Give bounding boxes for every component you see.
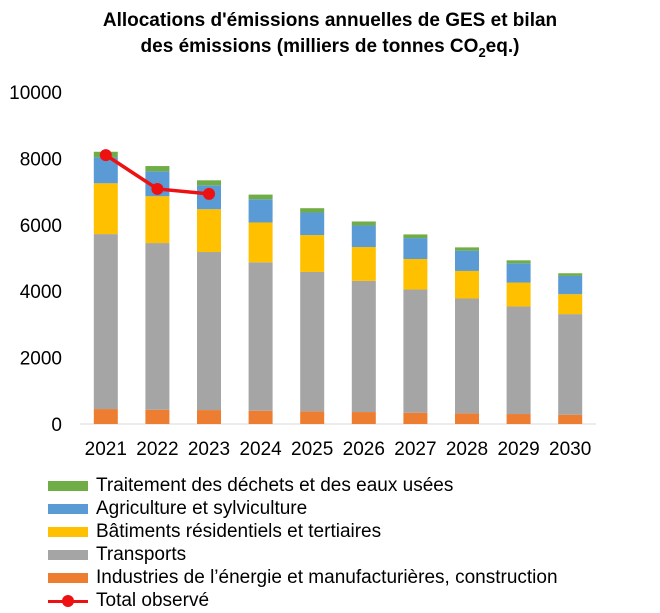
bar-segment-2025-3 [300, 212, 325, 236]
chart-legend: Traitement des déchets et des eaux usées… [48, 474, 558, 612]
bar-segment-2023-0 [197, 410, 221, 424]
stacked-bar-chart: 0 2000 4000 6000 8000 10000 2021 2022 2023 2024 20… [9, 83, 596, 460]
bar-segment-2028-4 [455, 247, 479, 251]
chart-title-line1: Allocations d'émissions annuelles de GES… [102, 10, 558, 31]
chart-title-subscript: 2 [478, 44, 486, 60]
bar-segment-2030-0 [558, 414, 583, 424]
y-tick-label: 6000 [20, 216, 62, 237]
bar-segment-2029-1 [506, 306, 531, 415]
bar-segment-2030-1 [558, 314, 583, 415]
x-tick-label: 2028 [446, 439, 488, 460]
bar-segment-2026-2 [351, 247, 376, 281]
legend-item-total-observe: Total observé [48, 589, 558, 612]
bar-segment-2029-0 [506, 414, 531, 424]
legend-label-total-observe: Total observé [96, 590, 210, 611]
bar-segment-2021-2 [93, 183, 118, 235]
legend-label-transports: Transports [96, 544, 187, 565]
x-tick-label: 2024 [239, 439, 282, 460]
bar-segment-2022-2 [145, 196, 170, 244]
x-tick-label: 2025 [291, 439, 333, 460]
y-tick-label: 0 [51, 415, 62, 436]
bar-segment-2028-2 [455, 270, 479, 299]
bar-segment-2027-3 [403, 238, 428, 259]
legend-swatch-agriculture [48, 503, 88, 514]
bar-segment-2030-4 [558, 273, 583, 276]
bar-segment-2023-4 [197, 180, 221, 186]
x-tick-label: 2027 [394, 439, 436, 460]
legend-label-industries: Industries de l’énergie et manufacturièr… [96, 567, 558, 588]
bar-segment-2028-0 [455, 413, 479, 424]
bar-segment-2024-2 [248, 222, 273, 263]
total-observe-point-2021 [99, 149, 112, 162]
bar-segment-2028-1 [455, 298, 479, 414]
total-observe-point-2023 [203, 187, 215, 200]
bar-segment-2024-1 [248, 262, 273, 411]
x-tick-label: 2022 [136, 439, 178, 460]
legend-item-transports: Transports [48, 543, 558, 566]
bar-segment-2030-3 [558, 275, 583, 295]
x-tick-label: 2029 [497, 439, 539, 460]
legend-swatch-industries [48, 572, 88, 583]
legend-label-dechets: Traitement des déchets et des eaux usées [96, 475, 454, 496]
bar-segment-2022-4 [145, 166, 170, 172]
bar-segment-2029-4 [506, 260, 531, 264]
legend-swatch-batiments [48, 526, 88, 537]
chart-title-line2-pre: des émissions (milliers de tonnes CO [140, 36, 479, 57]
bar-segment-2027-1 [403, 289, 428, 413]
bar-segment-2023-1 [197, 252, 221, 411]
legend-line-marker-icon [48, 594, 88, 608]
bar-segment-2024-3 [248, 199, 273, 223]
legend-swatch-dechets [48, 480, 88, 491]
y-tick-label: 10000 [9, 83, 62, 104]
y-tick-label: 2000 [20, 349, 62, 370]
bar-segment-2029-3 [506, 263, 531, 283]
bar-segment-2025-1 [300, 271, 325, 412]
bar-segment-2029-2 [506, 282, 531, 307]
bar-segment-2026-3 [351, 225, 376, 248]
bar-segment-2026-1 [351, 280, 376, 413]
chart-title-line2-post: eq.) [485, 36, 520, 57]
bar-segment-2022-0 [145, 409, 170, 424]
bar-segment-2022-1 [145, 243, 170, 410]
bar-segment-2021-1 [93, 234, 118, 410]
x-tick-label: 2026 [343, 439, 385, 460]
x-tick-label: 2023 [188, 439, 230, 460]
total-observe-point-2022 [151, 182, 164, 195]
bar-segment-2026-4 [351, 221, 376, 226]
legend-label-batiments: Bâtiments résidentiels et tertiaires [96, 521, 382, 542]
legend-item-agriculture: Agriculture et sylviculture [48, 497, 558, 520]
bar-segment-2023-2 [197, 209, 221, 253]
y-tick-label: 4000 [20, 282, 62, 303]
legend-swatch-transports [48, 549, 88, 560]
legend-item-industries: Industries de l’énergie et manufacturièr… [48, 566, 558, 589]
bar-segment-2027-4 [403, 234, 428, 239]
bar-segment-2021-0 [93, 409, 118, 424]
bar-segment-2024-0 [248, 410, 273, 424]
y-tick-label: 8000 [20, 149, 62, 170]
bar-segment-2024-4 [248, 194, 273, 200]
legend-item-batiments: Bâtiments résidentiels et tertiaires [48, 520, 558, 543]
x-tick-label: 2021 [85, 439, 127, 460]
chart-title: Allocations d'émissions annuelles de GES… [0, 8, 660, 66]
bar-segment-2026-0 [351, 412, 376, 424]
chart-title-line2: des émissions (milliers de tonnes CO2eq.… [0, 34, 660, 66]
bar-segment-2025-4 [300, 208, 325, 213]
legend-item-dechets: Traitement des déchets et des eaux usées [48, 474, 558, 497]
bar-segment-2025-0 [300, 411, 325, 424]
x-tick-label: 2030 [549, 439, 591, 460]
bar-segment-2027-2 [403, 258, 428, 290]
bar-segment-2030-2 [558, 294, 583, 315]
legend-label-agriculture: Agriculture et sylviculture [96, 498, 308, 519]
bar-segment-2028-3 [455, 250, 479, 271]
bar-segment-2025-2 [300, 235, 325, 272]
bar-segment-2027-0 [403, 412, 428, 424]
